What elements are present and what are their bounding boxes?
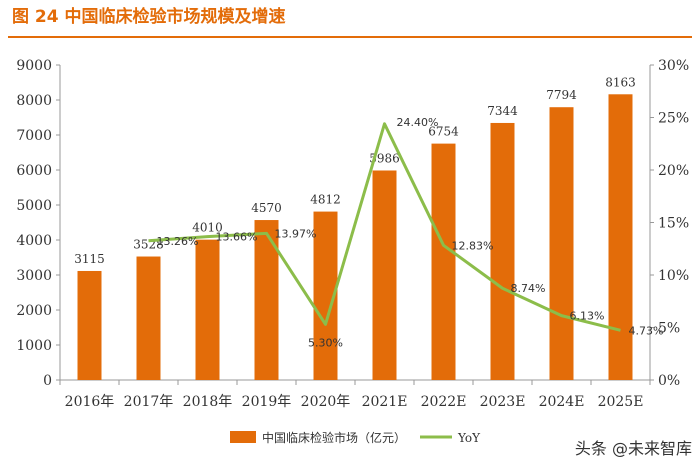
figure-title: 图 24 中国临床检验市场规模及增速 — [12, 7, 286, 27]
yoy-value-label: 12.83% — [452, 239, 494, 252]
legend-label-line: YoY — [457, 431, 481, 445]
x-tick-label: 2020年 — [301, 394, 351, 410]
x-tick-label: 2018年 — [183, 394, 233, 410]
x-tick-label: 2025E — [598, 394, 644, 410]
bar — [431, 143, 456, 380]
yoy-value-label: 24.40% — [397, 116, 439, 129]
yoy-line — [148, 122, 621, 332]
y-right-tick-label: 0% — [658, 373, 680, 389]
yoy-value-label: 13.26% — [157, 235, 199, 248]
x-tick-label: 2024E — [539, 394, 585, 410]
bar — [549, 107, 574, 381]
bar-value-label: 8163 — [605, 75, 636, 89]
x-tick-label: 2021E — [362, 394, 408, 410]
y-left-tick-label: 0 — [43, 373, 52, 389]
x-tick-label: 2023E — [480, 394, 526, 410]
bar — [195, 239, 220, 380]
y-left-tick-label: 5000 — [16, 198, 52, 214]
bar-value-label: 7344 — [487, 104, 518, 118]
watermark: 头条 @未来智库 — [574, 439, 692, 458]
bar-value-label: 6754 — [428, 125, 459, 139]
y-right-tick-label: 25% — [658, 111, 689, 127]
y-right-tick-label: 15% — [658, 216, 689, 232]
bar — [372, 170, 397, 380]
legend-label-bar: 中国临床检验市场（亿元） — [262, 430, 406, 445]
y-left-tick-label: 7000 — [16, 128, 52, 144]
y-left-tick-label: 9000 — [16, 58, 52, 74]
bar — [77, 270, 102, 380]
bar-value-label: 3115 — [74, 252, 105, 266]
bar — [608, 94, 633, 381]
bar — [490, 122, 515, 381]
x-tick-label: 2022E — [421, 394, 467, 410]
bar — [136, 256, 161, 380]
yoy-value-label: 4.73% — [629, 324, 664, 337]
y-right-tick-label: 30% — [658, 58, 689, 74]
y-left-tick-label: 3000 — [16, 268, 52, 284]
y-left-tick-label: 2000 — [16, 303, 52, 319]
yoy-value-label: 8.74% — [511, 282, 546, 295]
bar-value-label: 4010 — [192, 221, 223, 235]
yoy-value-label: 13.66% — [216, 231, 258, 244]
legend-swatch-bar — [230, 431, 256, 443]
bar-value-label: 4570 — [251, 201, 282, 215]
y-left-tick-label: 4000 — [16, 233, 52, 249]
y-left-tick-label: 1000 — [16, 338, 52, 354]
yoy-value-label: 6.13% — [570, 310, 605, 323]
yoy-value-label: 13.97% — [275, 227, 317, 240]
y-right-tick-label: 10% — [658, 268, 689, 284]
yoy-value-label: 5.30% — [308, 336, 343, 349]
x-tick-label: 2019年 — [242, 394, 292, 410]
title-underline — [8, 36, 692, 38]
y-left-tick-label: 6000 — [16, 163, 52, 179]
x-tick-label: 2017年 — [124, 394, 174, 410]
x-tick-label: 2016年 — [65, 394, 115, 410]
y-right-tick-label: 5% — [658, 321, 680, 337]
y-left-tick-label: 8000 — [16, 93, 52, 109]
y-right-tick-label: 20% — [658, 163, 689, 179]
bar-value-label: 4812 — [310, 193, 341, 207]
bar-value-label: 7794 — [546, 88, 577, 102]
